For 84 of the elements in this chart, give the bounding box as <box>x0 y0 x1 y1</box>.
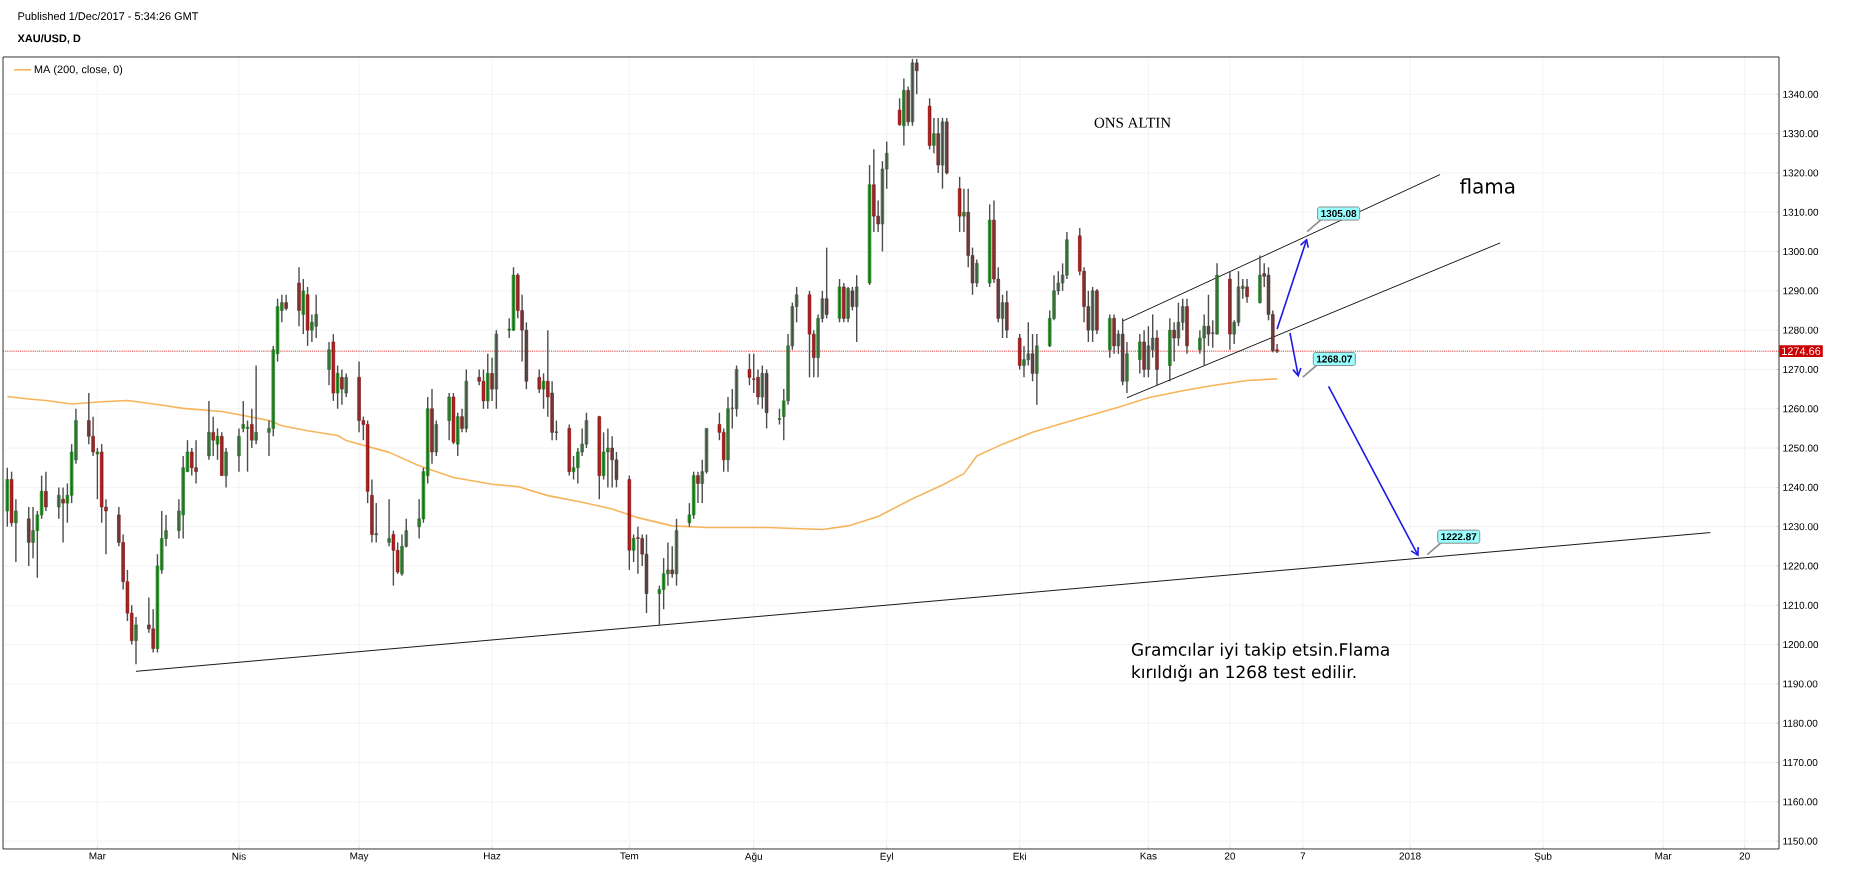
y-tick-label: 1260.00 <box>1783 405 1819 413</box>
y-tick-label: 1170.00 <box>1783 758 1818 767</box>
y-tick-label: 1160.00 <box>1783 798 1818 806</box>
annotation: ONS ALTIN <box>1094 117 1171 128</box>
x-tick-label: 20 <box>1224 852 1236 860</box>
y-tick-label: 1270.00 <box>1783 365 1819 373</box>
annotation: 1268.07 <box>1316 355 1352 363</box>
x-tick-label: May <box>350 852 369 862</box>
candlestick <box>331 333 336 402</box>
y-tick-label: 1290.00 <box>1783 287 1819 295</box>
candlestick <box>636 525 640 575</box>
legend-label: MA (200, close, 0) <box>34 65 123 76</box>
x-tick-label: Eyl <box>880 852 893 862</box>
candlestick <box>910 58 915 127</box>
y-tick-label: 1280.00 <box>1783 326 1819 334</box>
x-tick-label: Tem <box>620 852 639 860</box>
candlestick <box>760 364 764 410</box>
candlestick <box>567 423 571 477</box>
candlestick <box>957 176 962 233</box>
candlestick <box>27 506 31 567</box>
candlestick <box>644 533 649 614</box>
x-tick-label: Haz <box>484 852 501 860</box>
candlestick <box>940 117 945 190</box>
x-tick-label: Eki <box>1013 852 1026 860</box>
candlestick <box>494 329 499 410</box>
candlestick <box>481 368 486 410</box>
candlestick <box>734 364 739 418</box>
candlestick <box>945 117 949 176</box>
annotation: Gramcılar iyi takip etsin.Flama <box>1131 642 1389 660</box>
candlestick <box>627 474 631 571</box>
candlestick <box>1000 294 1005 339</box>
x-tick-label: Ağu <box>744 852 762 862</box>
x-tick-label: Kas <box>1140 852 1157 860</box>
x-tick-label: Şub <box>1534 852 1552 862</box>
x-tick-label: 20 <box>1739 852 1750 860</box>
candlestick <box>335 364 340 410</box>
candlestick <box>915 58 919 96</box>
candlestick <box>855 274 859 343</box>
x-tick-label: Mar <box>89 852 106 860</box>
y-tick-label: 1340.00 <box>1783 90 1819 98</box>
y-tick-label: 1310.00 <box>1783 208 1819 216</box>
chart-title: XAU/USD, D <box>17 34 81 44</box>
candlestick <box>747 353 752 386</box>
candlestick <box>597 415 601 500</box>
candlestick <box>451 392 456 445</box>
x-tick-label: Mar <box>1655 852 1672 860</box>
candlestick <box>927 97 932 151</box>
candlestick <box>456 412 460 457</box>
candlestick <box>537 368 541 394</box>
candlestick <box>486 353 490 410</box>
candlestick <box>807 290 812 379</box>
ref-line-label: 1274.66 <box>1782 347 1821 356</box>
x-tick-label: Nis <box>232 852 246 860</box>
y-tick-label: 1150.00 <box>1783 837 1818 845</box>
annotation: 1222.87 <box>1441 533 1477 541</box>
x-tick-label: 2018 <box>1399 852 1421 860</box>
annotation: kırıldığı an 1268 test edilir. <box>1132 664 1356 682</box>
candlestick <box>674 518 679 587</box>
x-tick-label: 7 <box>1300 852 1306 860</box>
y-tick-label: 1250.00 <box>1783 444 1819 452</box>
annotation: 1305.08 <box>1321 210 1357 218</box>
candlestick <box>1090 286 1095 343</box>
candlestick <box>464 368 468 434</box>
y-tick-label: 1210.00 <box>1783 601 1819 609</box>
candlestick <box>988 203 992 288</box>
y-tick-label: 1240.00 <box>1783 483 1819 491</box>
annotation: flama <box>1460 178 1515 194</box>
line-series <box>6 378 1278 531</box>
candlestick <box>764 368 769 430</box>
y-tick-label: 1320.00 <box>1783 169 1819 177</box>
y-tick-label: 1300.00 <box>1783 248 1819 256</box>
y-tick-label: 1230.00 <box>1783 523 1819 531</box>
candlestick <box>1146 325 1151 379</box>
candlestick <box>305 286 310 347</box>
y-tick-label: 1190.00 <box>1783 680 1818 688</box>
y-tick-label: 1220.00 <box>1783 562 1819 570</box>
y-tick-label: 1330.00 <box>1783 130 1819 138</box>
candlestick <box>5 467 9 528</box>
y-tick-label: 1180.00 <box>1783 719 1818 727</box>
y-tick-label: 1200.00 <box>1783 641 1819 649</box>
candlestick <box>1108 313 1112 359</box>
chart-subtitle: Published 1/Dec/2017 - 5:34:26 GMT <box>18 11 199 21</box>
candlestick <box>824 246 829 320</box>
candlestick <box>837 278 842 323</box>
